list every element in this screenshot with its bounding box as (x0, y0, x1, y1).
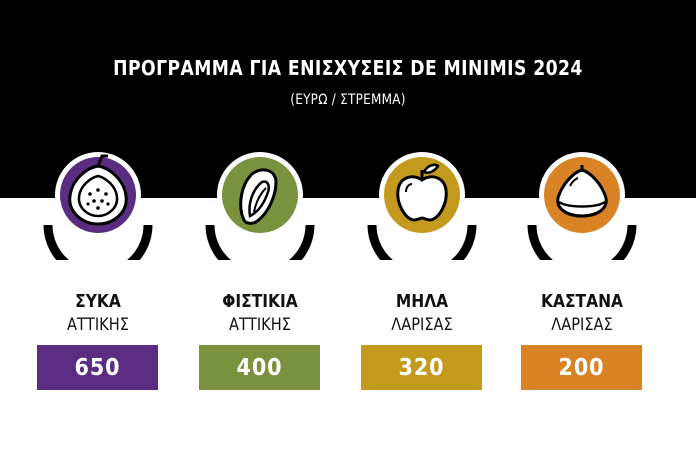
value-box: 650 (37, 345, 158, 390)
item-value: 400 (236, 354, 283, 381)
item-name: ΚΑΣΤΑΝΑ (540, 291, 624, 312)
apple-badge (352, 150, 492, 260)
page-subtitle: (ΕΥΡΩ / ΣΤΡΕΜΜΑ) (290, 92, 406, 108)
item-region: ΑΤΤΙΚΗΣ (228, 315, 292, 335)
fig-badge (28, 150, 168, 260)
item-name: ΣΥΚΑ (75, 291, 121, 312)
pistachio-badge (190, 150, 330, 260)
value-box: 400 (199, 345, 320, 390)
item-value: 650 (74, 354, 121, 381)
item-name: ΜΗΛΑ (395, 291, 449, 312)
page-title: ΠΡΟΓΡΑΜΜΑ ΓΙΑ ΕΝΙΣΧΥΣΕΙΣ DE MINIMIS 2024 (113, 56, 583, 80)
item-region: ΑΤΤΙΚΗΣ (66, 315, 130, 335)
chestnut-icon (556, 165, 608, 218)
item-name: ΦΙΣΤΙΚΙΑ (222, 291, 298, 312)
item-apples: ΜΗΛΑ ΛΑΡΙΣΑΣ 320 (352, 0, 492, 452)
item-region: ΛΑΡΙΣΑΣ (551, 315, 613, 335)
item-value: 320 (398, 354, 445, 381)
item-figs: ΣΥΚΑ ΑΤΤΙΚΗΣ 650 (28, 0, 168, 452)
value-box: 200 (521, 345, 642, 390)
pistachio-icon (239, 168, 278, 225)
item-chestnuts: ΚΑΣΤΑΝΑ ΛΑΡΙΣΑΣ 200 (512, 0, 652, 452)
fig-icon (68, 154, 128, 226)
item-pistachios: ΦΙΣΤΙΚΙΑ ΑΤΤΙΚΗΣ 400 (190, 0, 330, 452)
apple-icon (396, 163, 448, 222)
item-value: 200 (558, 354, 605, 381)
item-region: ΛΑΡΙΣΑΣ (391, 315, 453, 335)
value-box: 320 (361, 345, 482, 390)
chestnut-badge (512, 150, 652, 260)
